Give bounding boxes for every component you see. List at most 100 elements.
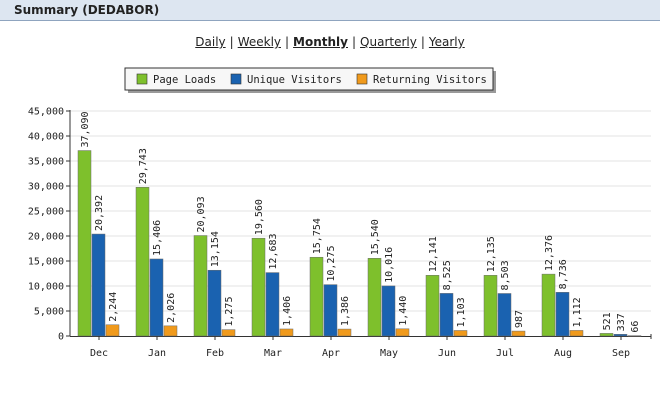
y-tick-label: 30,000 [28, 182, 64, 193]
data-label: 66 [630, 321, 641, 333]
data-label: 10,016 [384, 247, 395, 283]
y-tick-label: 15,000 [28, 257, 64, 268]
bar [323, 284, 338, 337]
y-tick-label: 45,000 [28, 107, 64, 118]
data-label: 12,141 [428, 236, 439, 272]
bar [627, 335, 642, 337]
data-label: 8,503 [500, 260, 511, 290]
bar [569, 330, 584, 337]
data-label: 15,406 [152, 220, 163, 256]
x-tick-label: Jul [496, 348, 514, 359]
data-label: 337 [616, 313, 627, 331]
bar [77, 150, 92, 337]
bar [221, 329, 236, 337]
legend-swatch [136, 73, 148, 85]
bar [279, 328, 294, 337]
bar [541, 273, 556, 337]
bar [367, 258, 382, 337]
data-label: 15,754 [312, 218, 323, 254]
x-tick-label: Sep [612, 348, 630, 359]
data-label: 521 [602, 312, 613, 330]
legend-box [124, 67, 494, 91]
summary-header: Summary (DEDABOR) [0, 0, 660, 21]
bar [91, 233, 106, 337]
y-tick-label: 5,000 [34, 307, 64, 318]
nav-separator: | [285, 35, 290, 49]
data-label: 13,154 [210, 231, 221, 267]
legend-label: Page Loads [153, 74, 216, 86]
nav-daily-link[interactable]: Daily [195, 35, 226, 49]
x-tick-label: Jun [438, 348, 456, 359]
bar [251, 237, 266, 337]
legend-label: Returning Visitors [373, 74, 487, 86]
period-nav: Daily | Weekly | Monthly | Quarterly | Yearly [0, 35, 660, 49]
bar [309, 256, 324, 337]
bar [483, 275, 498, 337]
data-label: 29,743 [138, 148, 149, 184]
bar [599, 333, 614, 337]
y-tick-label: 10,000 [28, 282, 64, 293]
data-label: 12,135 [486, 236, 497, 272]
bar [207, 269, 222, 337]
data-label: 8,736 [558, 259, 569, 289]
data-label: 15,540 [370, 219, 381, 255]
data-label: 37,090 [80, 111, 91, 147]
nav-yearly-link[interactable]: Yearly [428, 35, 465, 49]
data-label: 10,275 [326, 246, 337, 282]
nav-separator: | [352, 35, 357, 49]
legend-swatch [230, 73, 242, 85]
x-tick-label: Dec [90, 348, 108, 359]
x-tick-label: Feb [206, 348, 224, 359]
x-tick-label: Jan [148, 348, 166, 359]
bar [163, 325, 178, 337]
data-label: 19,560 [254, 199, 265, 235]
nav-separator: | [229, 35, 234, 49]
y-tick-label: 0 [58, 332, 64, 343]
bar [439, 293, 454, 337]
bar [497, 293, 512, 337]
data-label: 987 [514, 310, 525, 328]
x-tick-label: Apr [322, 348, 340, 359]
bar [135, 187, 150, 337]
bar [395, 328, 410, 337]
nav-monthly-link[interactable]: Monthly [293, 35, 348, 49]
x-tick-label: Aug [554, 348, 572, 359]
legend-label: Unique Visitors [247, 74, 342, 86]
y-tick-label: 25,000 [28, 207, 64, 218]
data-label: 12,683 [268, 233, 279, 269]
nav-separator: | [420, 35, 425, 49]
bar [453, 330, 468, 337]
x-tick-label: May [380, 348, 398, 359]
bar [511, 330, 526, 337]
bar [149, 258, 164, 337]
nav-quarterly-link[interactable]: Quarterly [360, 35, 417, 49]
bar [105, 324, 120, 337]
legend-swatch [356, 73, 368, 85]
bar [613, 334, 628, 337]
data-label: 1,386 [340, 296, 351, 326]
bar [193, 235, 208, 337]
data-label: 2,244 [108, 292, 119, 322]
bar [337, 328, 352, 337]
data-label: 1,406 [282, 296, 293, 326]
bar [265, 272, 280, 337]
data-label: 8,525 [442, 260, 453, 290]
y-tick-label: 20,000 [28, 232, 64, 243]
y-tick-label: 40,000 [28, 132, 64, 143]
data-label: 1,112 [572, 297, 583, 327]
page-title: Summary (DEDABOR) [14, 3, 160, 17]
bar [555, 292, 570, 337]
data-label: 1,275 [224, 297, 235, 327]
bar [425, 275, 440, 337]
data-label: 1,103 [456, 297, 467, 327]
data-label: 2,026 [166, 293, 177, 323]
data-label: 1,440 [398, 296, 409, 326]
data-label: 20,093 [196, 196, 207, 232]
y-tick-label: 35,000 [28, 157, 64, 168]
bar [381, 285, 396, 337]
data-label: 20,392 [94, 195, 105, 231]
data-label: 12,376 [544, 235, 555, 271]
x-tick-label: Mar [264, 348, 282, 359]
nav-weekly-link[interactable]: Weekly [237, 35, 281, 49]
